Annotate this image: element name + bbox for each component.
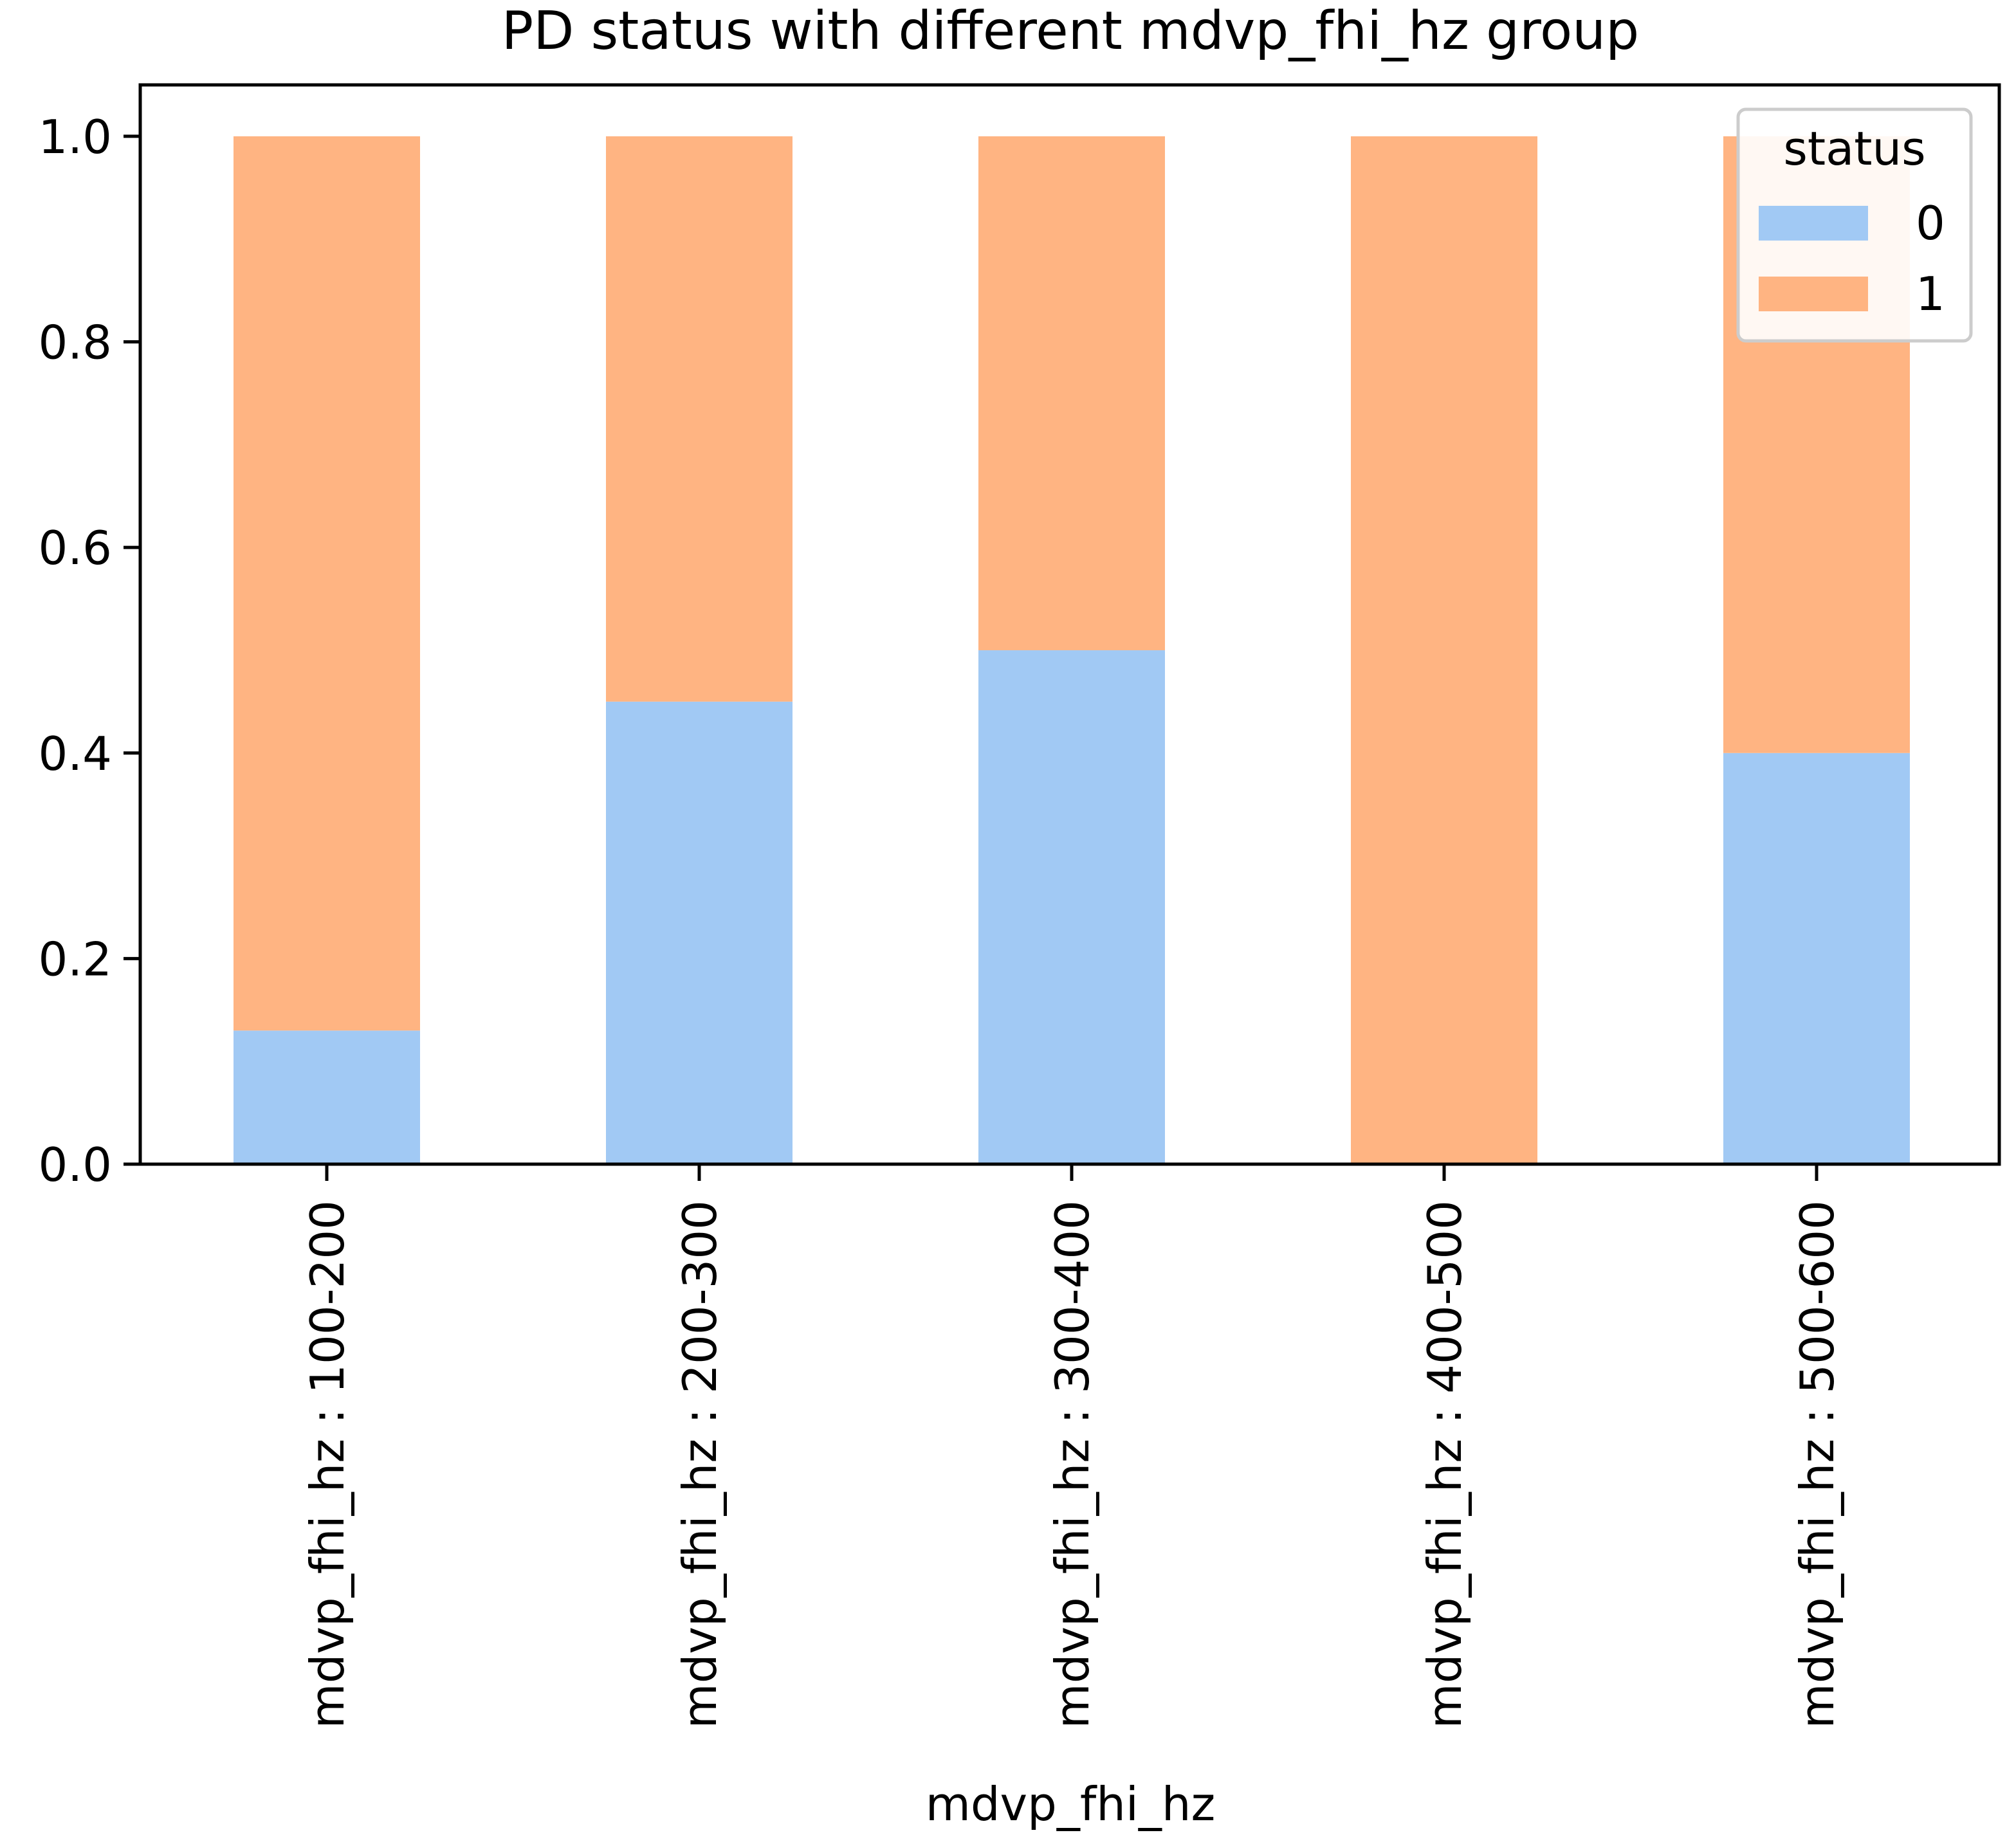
bar-series-0-3 [978,650,1165,1164]
legend-swatch-0 [1759,206,1868,241]
y-tick-label: 0.4 [38,727,112,781]
y-tick-label: 1.0 [38,110,112,164]
bar-series-0-2 [606,701,793,1164]
x-axis: mdvp_fhi_hz : 100-200 mdvp_fhi_hz : 200-3… [300,1164,1844,1728]
bar-series-1-3 [978,136,1165,650]
y-tick-label: 0.0 [38,1138,112,1192]
bar-series-1-1 [234,136,420,1031]
chart-title: PD status with different mdvp_fhi_hz gro… [502,1,1639,62]
y-tick-label: 0.8 [38,316,112,370]
legend-label-1: 1 [1916,267,1945,321]
bar-series-0-1 [234,1030,420,1164]
y-tick-label: 0.6 [38,521,112,575]
plot-frame [138,83,2001,1166]
x-tick-label: mdvp_fhi_hz : 400-500 [1418,1200,1472,1728]
bars-layer [234,136,1910,1164]
legend: status 0 1 [1736,107,1973,343]
x-axis-label: mdvp_fhi_hz [926,1777,1216,1831]
legend-label-0: 0 [1916,196,1945,250]
y-tick-label: 0.2 [38,932,112,986]
bar-series-1-2 [606,136,793,702]
y-axis: 0.0 0.2 0.4 0.6 0.8 1.0 [38,110,140,1192]
legend-swatch-1 [1759,277,1868,311]
x-tick-label: mdvp_fhi_hz : 200-300 [673,1200,727,1728]
x-tick-label: mdvp_fhi_hz : 100-200 [300,1200,354,1728]
bar-series-0-5 [1723,753,1910,1164]
legend-title: status [1783,122,1925,176]
x-tick-label: mdvp_fhi_hz : 300-400 [1045,1200,1099,1728]
bar-series-1-4 [1351,136,1537,1164]
x-tick-label: mdvp_fhi_hz : 500-600 [1790,1200,1844,1728]
